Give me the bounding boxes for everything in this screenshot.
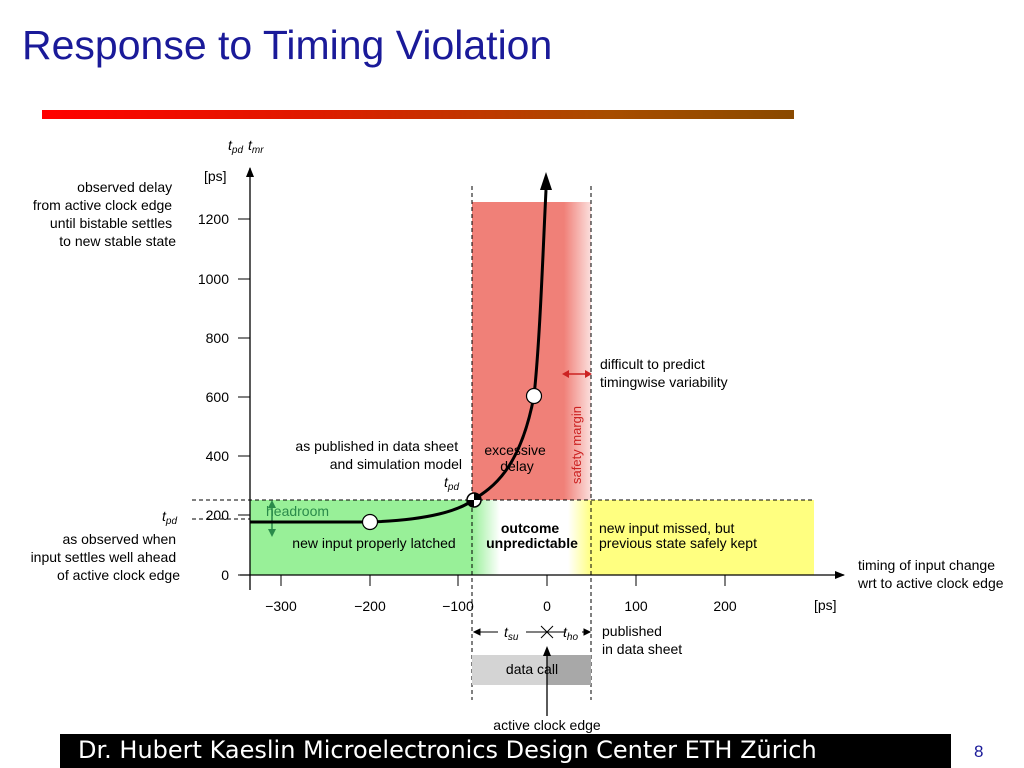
safety-margin-arrow xyxy=(562,370,592,378)
timing-label: timing of input change wrt to active clo… xyxy=(857,557,1004,591)
y-tick-label: 200 xyxy=(206,507,230,523)
title-rule xyxy=(42,110,794,119)
response-curve xyxy=(250,189,548,524)
headroom-arrow xyxy=(268,500,276,537)
page-number: 8 xyxy=(974,742,984,761)
x-tick-label: 0 xyxy=(543,598,551,614)
y-tick-label: 0 xyxy=(221,567,229,583)
published-sheet-label: published in data sheet xyxy=(602,623,682,657)
safety-margin-label: safety margin xyxy=(569,406,584,484)
data-call-bar-dark xyxy=(547,655,591,685)
data-call-bar-light xyxy=(472,655,547,685)
observed-when-label: as observed when input settles well ahea… xyxy=(31,531,181,583)
curve-arrowhead xyxy=(540,172,552,190)
latched-label: new input properly latched xyxy=(292,535,455,551)
y-tick-label: 1200 xyxy=(198,211,229,227)
clock-edge-arrowhead xyxy=(543,646,551,656)
dashed-guides xyxy=(192,186,814,700)
x-tick-label: −200 xyxy=(354,598,386,614)
y-axis-unit: [ps] xyxy=(204,168,227,184)
setup-hold-arrows xyxy=(472,625,592,639)
footer-bar: Dr. Hubert Kaeslin Microelectronics Desi… xyxy=(60,734,951,768)
tho-label: tho xyxy=(563,624,578,643)
yellow-zone-fade xyxy=(568,500,591,575)
green-zone xyxy=(250,500,472,575)
footer-text: Dr. Hubert Kaeslin Microelectronics Desi… xyxy=(78,736,817,764)
excessive-delay-label: excessive delay xyxy=(484,442,549,474)
difficult-label: difficult to predict timingwise variabil… xyxy=(600,356,728,390)
x-tick-label: −300 xyxy=(265,598,297,614)
green-zone-fade xyxy=(472,500,500,575)
published-label: as published in data sheet and simulatio… xyxy=(295,438,462,472)
slide-title: Response to Timing Violation xyxy=(22,22,553,68)
y-axis-ticks: 0 200 400 600 800 1000 1200 xyxy=(198,211,250,583)
red-zone-fade xyxy=(564,202,591,500)
active-clock-edge-label: active clock edge xyxy=(493,717,601,733)
x-tick-label: 100 xyxy=(624,598,648,614)
headroom-label: headroom xyxy=(266,503,329,519)
tpd-mid-label: tpd xyxy=(444,474,459,493)
excessive-point xyxy=(525,387,543,405)
x-tick-label: −100 xyxy=(442,598,474,614)
y-tick-label: 400 xyxy=(206,448,230,464)
y-tick-label: 600 xyxy=(206,389,230,405)
y-tick-label: 800 xyxy=(206,330,230,346)
tpd-left-label: tpd xyxy=(162,508,177,527)
yellow-zone xyxy=(591,500,814,575)
x-tick-label: 200 xyxy=(713,598,737,614)
x-axis-ticks: −300 −200 −100 0 100 200 xyxy=(265,575,737,614)
tsu-label: tsu xyxy=(504,624,519,643)
x-axis-unit: [ps] xyxy=(814,597,837,613)
y-tick-label: 1000 xyxy=(198,271,229,287)
data-call-label: data call xyxy=(506,661,558,677)
outcome-label: outcome unpredictable xyxy=(486,520,578,551)
latched-point xyxy=(361,513,379,531)
missed-label: new input missed, but previous state saf… xyxy=(599,520,757,551)
published-point xyxy=(466,492,482,508)
y-axis-symbol: tpd tmr xyxy=(228,137,264,156)
observed-delay-label: observed delay from active clock edge un… xyxy=(33,179,176,249)
